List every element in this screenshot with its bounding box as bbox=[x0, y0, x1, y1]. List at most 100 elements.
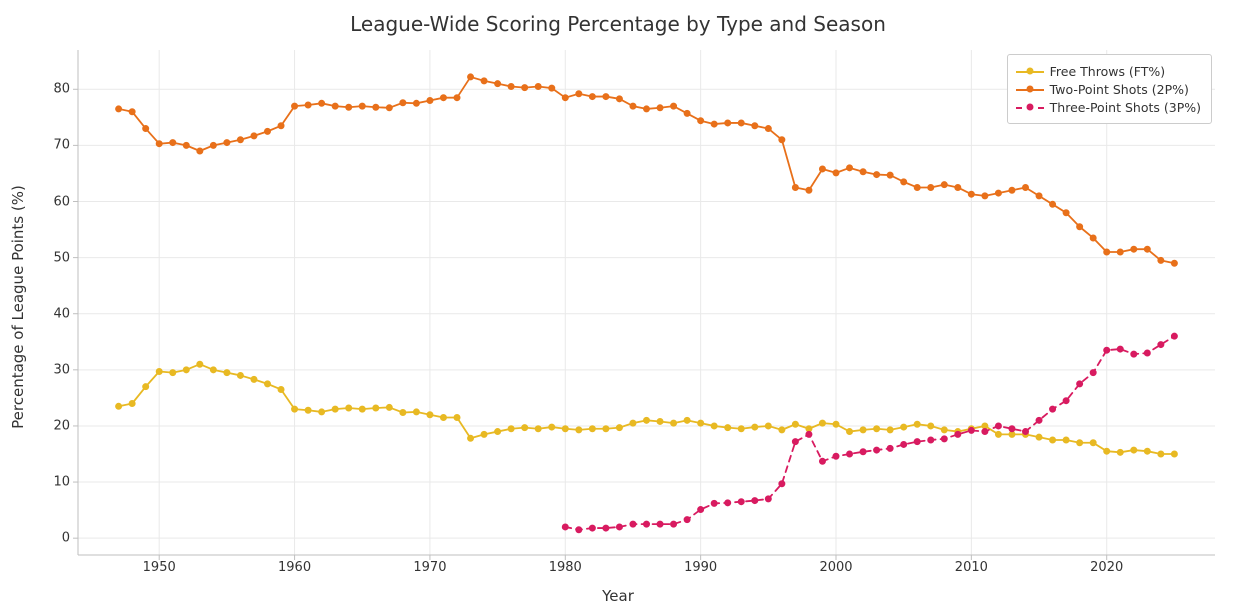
y-tick-label: 80 bbox=[10, 82, 70, 97]
series-marker-ft bbox=[265, 381, 271, 387]
legend-swatch bbox=[1016, 100, 1044, 114]
series-marker-ft bbox=[251, 376, 257, 382]
series-marker-twop bbox=[982, 193, 988, 199]
series-marker-twop bbox=[278, 123, 284, 129]
series-marker-twop bbox=[847, 165, 853, 171]
series-marker-ft bbox=[454, 415, 460, 421]
series-marker-ft bbox=[698, 420, 704, 426]
series-marker-twop bbox=[224, 140, 230, 146]
series-marker-twop bbox=[427, 98, 433, 104]
series-marker-threep bbox=[765, 496, 771, 502]
series-marker-ft bbox=[941, 427, 947, 433]
series-marker-ft bbox=[359, 406, 365, 412]
x-tick-label: 1990 bbox=[684, 560, 717, 575]
series-marker-twop bbox=[251, 133, 257, 139]
series-marker-twop bbox=[170, 140, 176, 146]
series-marker-twop bbox=[468, 74, 474, 80]
x-tick-label: 1950 bbox=[143, 560, 176, 575]
series-marker-twop bbox=[901, 179, 907, 185]
series-marker-threep bbox=[576, 527, 582, 533]
series-marker-ft bbox=[901, 424, 907, 430]
series-marker-ft bbox=[995, 431, 1001, 437]
series-marker-ft bbox=[143, 384, 149, 390]
series-marker-twop bbox=[183, 142, 189, 148]
series-marker-ft bbox=[576, 427, 582, 433]
y-tick-label: 60 bbox=[10, 194, 70, 209]
series-marker-twop bbox=[332, 103, 338, 109]
series-marker-ft bbox=[928, 423, 934, 429]
series-marker-twop bbox=[197, 148, 203, 154]
series-marker-threep bbox=[698, 507, 704, 513]
series-marker-ft bbox=[1104, 448, 1110, 454]
series-marker-ft bbox=[508, 426, 514, 432]
series-marker-ft bbox=[671, 420, 677, 426]
series-marker-twop bbox=[819, 166, 825, 172]
series-marker-ft bbox=[1036, 434, 1042, 440]
series-marker-twop bbox=[508, 83, 514, 89]
series-marker-ft bbox=[346, 405, 352, 411]
series-marker-ft bbox=[481, 431, 487, 437]
series-marker-threep bbox=[1050, 406, 1056, 412]
series-marker-threep bbox=[928, 437, 934, 443]
series-marker-ft bbox=[495, 429, 501, 435]
series-marker-ft bbox=[427, 412, 433, 418]
series-marker-twop bbox=[319, 100, 325, 106]
series-marker-ft bbox=[887, 427, 893, 433]
series-marker-threep bbox=[1009, 426, 1015, 432]
series-marker-ft bbox=[1050, 437, 1056, 443]
series-marker-threep bbox=[1117, 346, 1123, 352]
series-marker-twop bbox=[941, 182, 947, 188]
series-marker-ft bbox=[562, 426, 568, 432]
series-marker-threep bbox=[887, 445, 893, 451]
series-marker-threep bbox=[725, 500, 731, 506]
series-marker-ft bbox=[644, 417, 650, 423]
series-marker-twop bbox=[779, 137, 785, 143]
series-marker-ft bbox=[819, 420, 825, 426]
series-marker-threep bbox=[738, 499, 744, 505]
series-marker-twop bbox=[955, 184, 961, 190]
series-marker-twop bbox=[806, 187, 812, 193]
series-marker-twop bbox=[657, 105, 663, 111]
legend-label: Three-Point Shots (3P%) bbox=[1050, 100, 1201, 115]
series-marker-ft bbox=[305, 407, 311, 413]
series-marker-ft bbox=[847, 429, 853, 435]
series-marker-twop bbox=[792, 184, 798, 190]
series-marker-ft bbox=[1077, 440, 1083, 446]
scoring-pct-chart: League-Wide Scoring Percentage by Type a… bbox=[0, 0, 1236, 613]
series-marker-twop bbox=[440, 95, 446, 101]
series-marker-twop bbox=[644, 106, 650, 112]
series-marker-ft bbox=[468, 435, 474, 441]
series-marker-twop bbox=[698, 118, 704, 124]
series-marker-threep bbox=[644, 521, 650, 527]
series-marker-twop bbox=[265, 128, 271, 134]
series-marker-twop bbox=[1104, 249, 1110, 255]
series-marker-threep bbox=[860, 449, 866, 455]
x-tick-label: 2010 bbox=[955, 560, 988, 575]
series-marker-threep bbox=[1077, 381, 1083, 387]
y-tick-label: 0 bbox=[10, 531, 70, 546]
y-tick-label: 40 bbox=[10, 306, 70, 321]
series-marker-threep bbox=[616, 524, 622, 530]
series-marker-ft bbox=[982, 423, 988, 429]
x-tick-label: 1980 bbox=[549, 560, 582, 575]
series-marker-ft bbox=[765, 423, 771, 429]
series-marker-twop bbox=[1050, 201, 1056, 207]
series-marker-ft bbox=[914, 421, 920, 427]
series-marker-ft bbox=[738, 426, 744, 432]
series-marker-ft bbox=[197, 361, 203, 367]
series-marker-twop bbox=[346, 104, 352, 110]
series-marker-twop bbox=[359, 103, 365, 109]
series-marker-twop bbox=[1171, 260, 1177, 266]
series-marker-threep bbox=[1171, 333, 1177, 339]
series-marker-ft bbox=[549, 424, 555, 430]
series-marker-ft bbox=[833, 421, 839, 427]
series-marker-threep bbox=[833, 453, 839, 459]
series-marker-ft bbox=[725, 425, 731, 431]
series-marker-threep bbox=[684, 517, 690, 523]
legend-item-ft: Free Throws (FT%) bbox=[1016, 62, 1201, 80]
series-marker-threep bbox=[1131, 351, 1137, 357]
series-marker-threep bbox=[1144, 350, 1150, 356]
legend-label: Free Throws (FT%) bbox=[1050, 64, 1166, 79]
series-marker-threep bbox=[562, 524, 568, 530]
series-marker-twop bbox=[1036, 193, 1042, 199]
